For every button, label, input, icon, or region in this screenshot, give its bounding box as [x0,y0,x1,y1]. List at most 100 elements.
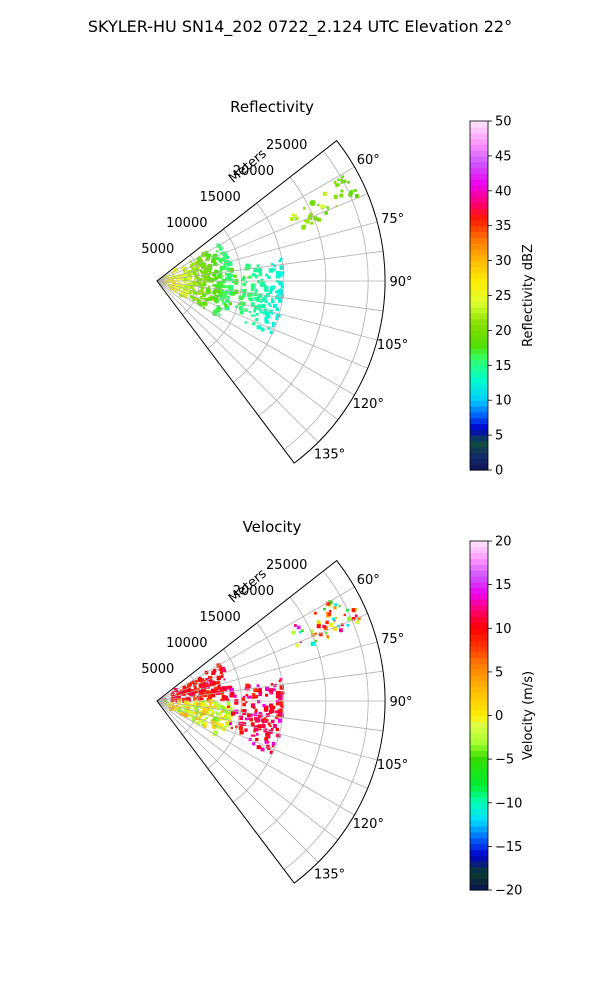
colorbar-band [470,388,488,395]
colorbar-tick-label: 5 [495,429,503,444]
echo-gate [264,739,269,744]
echo-gate [252,706,256,710]
azimuth-tick-label: 135° [314,868,345,883]
echo-gate [310,221,314,225]
colorbar-band [470,674,488,682]
echo-gate [180,284,185,289]
velocity-panel: Velocity 60° 75° 90° 105° 120° 135° 5000 10000 1… [141,518,536,899]
range-tick-label: 5000 [141,242,174,257]
echo-gate [271,325,275,328]
echo-gate [248,292,253,297]
echo-gate [199,261,204,266]
colorbar-band [470,283,488,291]
echo-gate [291,630,296,635]
colorbar-band [470,260,488,268]
echo-gate [221,674,224,677]
echo-gate [219,307,223,311]
echo-gate [228,261,233,266]
echo-gate [229,714,233,718]
colorbar-band [470,843,488,850]
echo-gate [218,314,221,317]
echo-gate [196,300,201,305]
echo-gate [208,296,213,301]
echo-gate [220,252,223,255]
echo-gate [277,711,281,714]
echo-gate [310,641,316,646]
azimuth-tick-label: 75° [381,212,404,227]
echo-gate [340,178,344,182]
echo-gate [187,272,192,277]
echo-gate [231,278,234,281]
echo-gate [218,259,223,263]
echo-gate [201,270,204,273]
echo-gate [216,250,219,253]
echo-gate [208,265,213,270]
colorbar-band [470,365,488,372]
echo-gate [215,717,220,722]
colorbar-band [470,564,488,571]
echo-gate [276,691,280,695]
colorbar-band [470,616,488,624]
echo-gate [228,708,232,712]
echo-gate [168,702,172,706]
echo-gate [248,717,251,720]
echo-gate [221,699,224,702]
echo-gate [271,741,276,746]
azimuth-tick-label: 60° [357,153,380,168]
echo-gate [238,726,243,731]
colorbar-band [470,814,488,821]
echo-gate [201,264,206,269]
echo-gate [229,688,234,693]
echo-gate [228,718,231,721]
echo-gate [213,253,217,258]
echo-gate [280,704,284,708]
colorbar-band [470,628,488,635]
echo-gate [192,701,197,705]
azimuth-tick-label: 90° [389,275,412,290]
colorbar-band [470,266,488,273]
range-tick-label: 15000 [199,190,240,205]
colorbar-band [470,546,488,554]
echo-gate [214,269,219,274]
colorbar-band [470,808,488,815]
echo-gate [188,282,191,285]
echo-gate [332,617,335,621]
colorbar-tick-label: 30 [495,254,512,269]
echo-gate [279,685,284,690]
echo-gate [203,301,206,304]
echo-gate [255,737,259,742]
colorbar-band [470,826,488,833]
echo-gate [227,705,230,709]
colorbar-band [470,155,488,163]
echo-gate [249,713,253,717]
colorbar-band [470,785,488,792]
echo-gate [180,275,184,279]
colorbar-band [470,406,488,413]
echo-gate [226,712,230,716]
echo-gate [355,194,360,199]
colorbar-tick-label: 10 [495,622,512,637]
echo-gate [244,308,248,312]
echo-gate [178,695,181,698]
echo-gate [264,319,269,324]
echo-gate [215,301,218,304]
echo-gate [187,688,191,693]
echo-gate [357,617,361,621]
echo-gate [201,691,204,694]
echo-gate [205,278,209,282]
echo-gate [254,274,259,279]
echo-gate [223,678,226,681]
echo-gate [227,277,232,282]
echo-gate [176,692,179,696]
echo-gate [213,730,218,735]
echo-gate [268,268,274,273]
echo-gate [273,268,276,272]
echo-gate [267,326,271,330]
echo-gate [247,696,250,699]
echo-gate [324,211,328,215]
echo-gate [278,296,283,301]
colorbar-tick-label: −5 [495,753,514,768]
echo-gate [281,271,285,275]
echo-gate [169,285,174,291]
echo-gate [221,299,224,302]
